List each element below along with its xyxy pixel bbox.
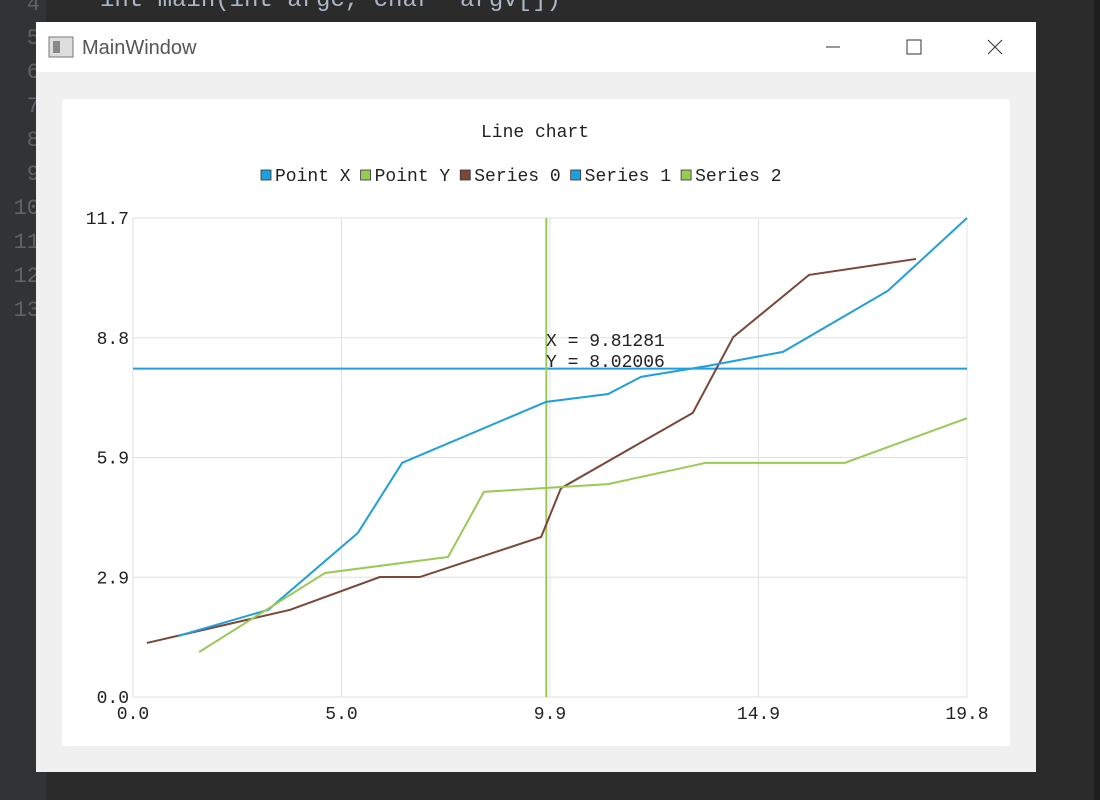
- y-tick-label: 8.8: [97, 330, 129, 350]
- legend-swatch: [459, 169, 471, 181]
- code-line: int main(int argc, char* argv[]): [100, 0, 561, 14]
- legend-label: Series 2: [695, 167, 781, 187]
- plot: 0.0 2.9 5.9 8.8 11.7 0.0 5.0 9.9 14.9 19.8 X = 9.8…: [86, 167, 989, 725]
- x-tick-label: 9.9: [534, 705, 566, 725]
- x-tick-label: 0.0: [117, 705, 149, 725]
- line-number: 4: [27, 0, 40, 17]
- x-tick-label: 14.9: [737, 705, 780, 725]
- legend-swatch: [680, 169, 692, 181]
- series-line: [177, 217, 968, 637]
- annotation: X = 9.81281: [546, 332, 665, 352]
- y-tick-label: 0.0: [97, 689, 129, 709]
- app-icon-part: [53, 41, 60, 53]
- legend-label: Series 1: [585, 167, 671, 187]
- series-line: [146, 257, 917, 644]
- chart-title: Line chart: [481, 123, 589, 143]
- legend-swatch: [260, 169, 272, 181]
- line-number: 13: [14, 298, 40, 323]
- line-number: 11: [14, 230, 40, 255]
- annotation: Y = 8.02006: [546, 353, 665, 373]
- legend-label: Point X: [275, 167, 351, 187]
- x-tick-label: 19.8: [945, 705, 988, 725]
- app-icon: [48, 36, 74, 58]
- legend-label: Series 0: [474, 167, 560, 187]
- legend-label: Point Y: [375, 167, 451, 187]
- edge: [1094, 0, 1100, 800]
- line-number: 12: [14, 264, 40, 289]
- legend-swatch: [360, 169, 372, 181]
- y-tick-label: 5.9: [97, 450, 129, 470]
- x-tick-label: 5.0: [325, 705, 357, 725]
- legend-swatch: [570, 169, 582, 181]
- window-title: MainWindow: [82, 37, 197, 59]
- close-button[interactable]: [987, 39, 1003, 55]
- line-number: 10: [14, 196, 40, 221]
- y-tick-label: 11.7: [86, 210, 129, 230]
- y-tick-label: 2.9: [97, 569, 129, 589]
- maximize-button[interactable]: [906, 39, 922, 55]
- title-bar: [36, 22, 1036, 72]
- series-line: [198, 417, 968, 653]
